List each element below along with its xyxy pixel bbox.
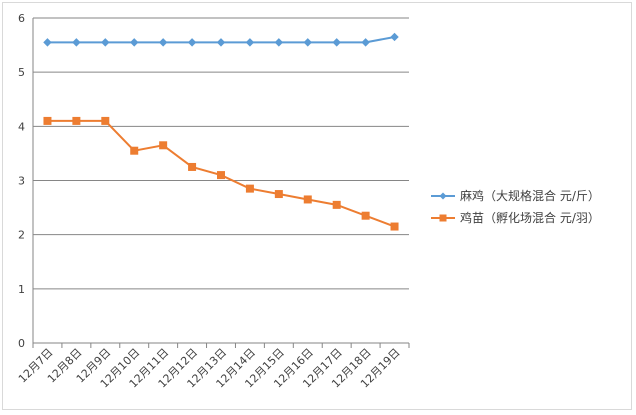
legend-label: 麻鸡（大规格混合 元/斤） xyxy=(460,188,600,203)
gridlines xyxy=(33,17,409,290)
series-1 xyxy=(43,32,399,47)
data-point xyxy=(187,38,197,47)
series-2 xyxy=(43,116,399,231)
data-point xyxy=(390,32,399,42)
data-point xyxy=(130,146,139,155)
data-point xyxy=(188,162,197,171)
data-point xyxy=(303,195,312,204)
legend-item: 鸡苗（孵化场混合 元/羽） xyxy=(431,210,600,225)
chart-frame: 0 1 2 3 4 5 6 12月7日 12月8日 12月9日 12月10日 12月11日 12月12… xyxy=(2,2,632,410)
data-point xyxy=(72,38,81,47)
data-point xyxy=(101,116,110,125)
y-tick-label: 4 xyxy=(18,120,25,133)
legend-label: 鸡苗（孵化场混合 元/羽） xyxy=(460,210,600,225)
y-tick-labels: 0 1 2 3 4 5 6 xyxy=(18,12,25,350)
data-point xyxy=(159,141,168,150)
legend-marker xyxy=(439,192,447,200)
y-tick-label: 1 xyxy=(18,283,25,296)
y-tick-label: 0 xyxy=(18,337,25,350)
legend-marker xyxy=(439,214,447,222)
y-tick-label: 3 xyxy=(18,175,25,188)
line-chart: 0 1 2 3 4 5 6 12月7日12月8日12月9日12月10日12月11日12月12… xyxy=(16,12,600,391)
data-point xyxy=(245,38,255,47)
data-point xyxy=(43,38,52,47)
data-point xyxy=(274,190,283,199)
x-tick-labels: 12月7日12月8日12月9日12月10日12月11日12月12日12月13日1… xyxy=(16,346,403,391)
data-point xyxy=(361,38,370,47)
data-point xyxy=(43,116,52,125)
data-point xyxy=(158,38,168,47)
data-point xyxy=(72,116,81,125)
data-point xyxy=(332,200,341,209)
data-point xyxy=(274,38,284,47)
legend: 麻鸡（大规格混合 元/斤） 鸡苗（孵化场混合 元/羽） xyxy=(431,188,600,225)
y-tick-label: 6 xyxy=(18,12,25,25)
y-tick-label: 5 xyxy=(18,66,25,79)
data-point xyxy=(130,38,139,47)
series-plot xyxy=(43,32,399,231)
legend-item: 麻鸡（大规格混合 元/斤） xyxy=(431,188,600,203)
data-point xyxy=(303,38,312,47)
data-point xyxy=(361,211,370,220)
axes xyxy=(32,18,410,348)
data-point xyxy=(217,171,225,180)
y-tick-label: 2 xyxy=(18,229,25,242)
data-point xyxy=(245,184,254,193)
data-point xyxy=(390,222,399,231)
data-point xyxy=(216,38,226,47)
data-point xyxy=(101,38,110,47)
data-point xyxy=(332,38,341,47)
